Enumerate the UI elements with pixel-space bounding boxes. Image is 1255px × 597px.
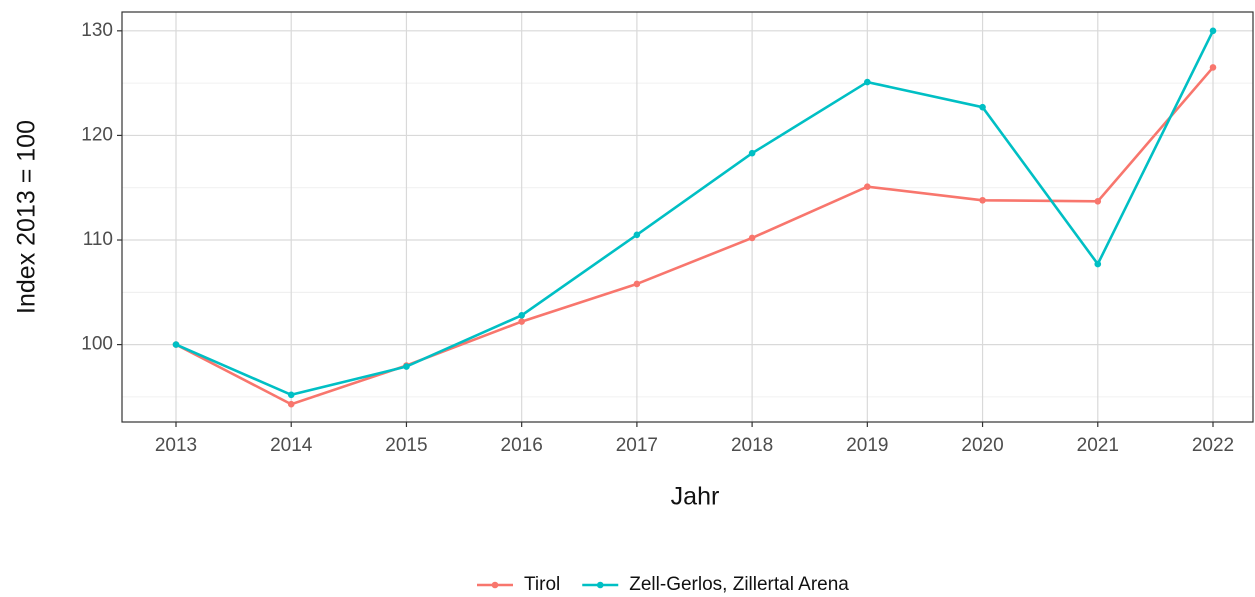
point (748, 149, 756, 157)
point (748, 234, 756, 242)
x-tick-label: 2020 (961, 435, 1003, 456)
x-tick-label: 2013 (155, 435, 197, 456)
legend-swatch-point (596, 581, 604, 589)
point (172, 341, 180, 348)
point (518, 312, 525, 319)
point (979, 103, 986, 111)
legend-label: Tirol (524, 574, 560, 595)
line (175, 30, 1215, 397)
x-axis-title: Jahr (671, 483, 720, 511)
y-tick-label: 130 (81, 20, 113, 41)
line (175, 66, 1214, 406)
x-tick-label: 2017 (616, 435, 658, 456)
legend-swatch-point (491, 581, 499, 589)
point (1094, 260, 1102, 268)
point (633, 231, 641, 239)
y-tick-label: 120 (81, 124, 113, 145)
point (979, 196, 986, 204)
point (287, 391, 295, 399)
point (864, 183, 871, 190)
point (1209, 64, 1217, 71)
point (1094, 198, 1102, 205)
y-axis-title: Index 2013 = 100 (13, 120, 41, 314)
legend-label: Zell-Gerlos, Zillertal Arena (629, 574, 849, 595)
point (287, 400, 295, 408)
point (518, 318, 525, 325)
y-tick-label: 110 (83, 229, 113, 250)
point (403, 363, 410, 370)
point (1209, 27, 1217, 35)
x-tick-label: 2014 (270, 435, 313, 456)
point (864, 78, 871, 86)
y-tick-label: 100 (81, 334, 113, 355)
x-tick-label: 2015 (385, 435, 427, 456)
x-tick-label: 2019 (846, 435, 888, 456)
x-tick-label: 2022 (1192, 435, 1234, 456)
point (633, 280, 641, 288)
x-tick-label: 2018 (731, 435, 773, 456)
x-tick-label: 2016 (501, 435, 543, 456)
x-tick-label: 2021 (1077, 435, 1119, 456)
panel-border (121, 11, 1254, 423)
